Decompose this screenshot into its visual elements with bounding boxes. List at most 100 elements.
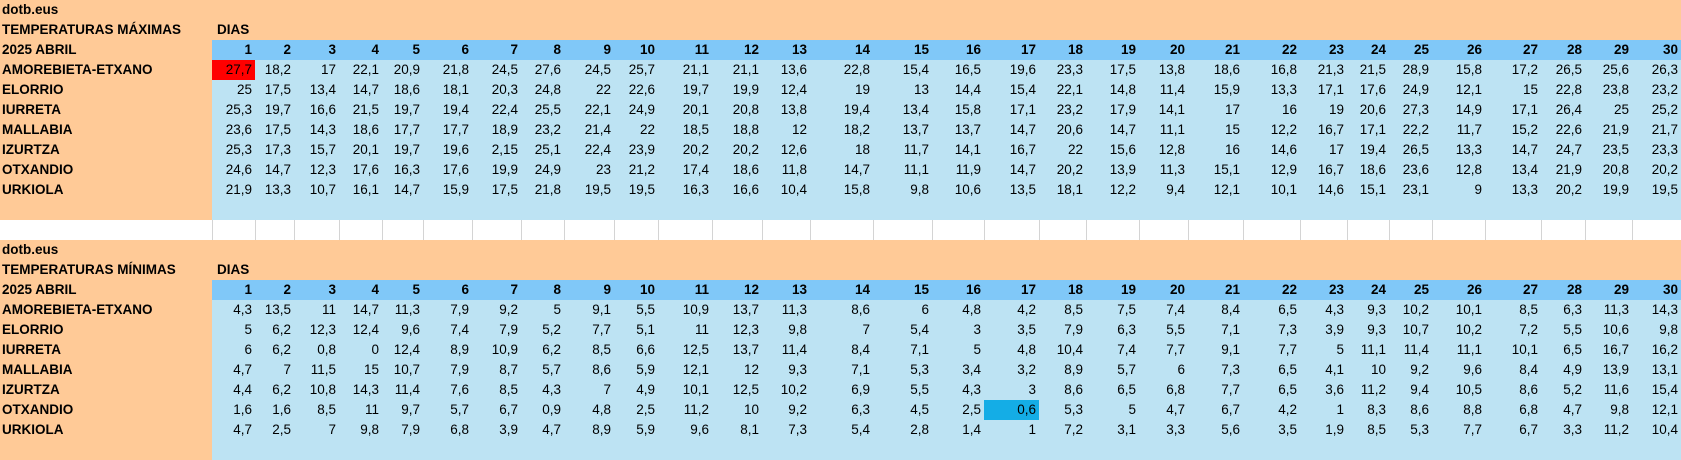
temperature-cell: 6,3 [1117, 322, 1136, 337]
temperature-cell: 10,7 [1402, 322, 1429, 337]
temperature-cell: 14,7 [352, 82, 379, 97]
temperature-cell: 9,6 [401, 322, 420, 337]
grid-line [984, 220, 985, 240]
temperature-cell: 27,6 [534, 62, 561, 77]
temperature-cell: 9,6 [1463, 362, 1482, 377]
temperature-cell: 12,3 [309, 322, 336, 337]
temperature-cell: 22,1 [352, 62, 379, 77]
table-title: TEMPERATURAS MÍNIMAS [2, 262, 176, 277]
temperature-cell: 1,6 [233, 402, 252, 417]
temperature-cell: 11,5 [310, 362, 336, 377]
grid-line [564, 220, 565, 240]
temperature-cell: 10,1 [1511, 342, 1538, 357]
day-header: 5 [412, 42, 420, 57]
temperature-cell: 20,2 [1555, 182, 1582, 197]
temperature-cell: 13,4 [309, 82, 336, 97]
grid-line [1389, 220, 1390, 240]
day-header: 6 [461, 42, 469, 57]
temperature-cell: 2,5 [272, 422, 291, 437]
day-header: 7 [510, 42, 518, 57]
grid-line [932, 220, 933, 240]
temperature-cell: 22,4 [584, 142, 611, 157]
temperature-cell: 10,7 [309, 182, 336, 197]
station-name: OTXANDIO [2, 402, 74, 417]
day-header: 15 [913, 282, 929, 297]
temperature-cell: 19,5 [584, 182, 611, 197]
temperature-cell: 10,4 [1056, 342, 1083, 357]
day-header: 4 [371, 42, 379, 57]
temperature-cell: 13,5 [264, 302, 291, 317]
day-header: 24 [1370, 42, 1386, 57]
day-header: 14 [854, 282, 870, 297]
temperature-cell: 16,7 [1317, 162, 1344, 177]
temperature-cell: 4,9 [636, 382, 655, 397]
temperature-cell: 3,6 [1325, 382, 1344, 397]
temperature-cell: 12,1 [1455, 82, 1482, 97]
temperature-cell: 12,4 [780, 82, 807, 97]
temperature-cell: 18,6 [1213, 62, 1240, 77]
temperature-cell: 4,7 [233, 422, 252, 437]
temperature-cell: 22 [639, 122, 655, 137]
temperature-cell: 19,4 [442, 102, 469, 117]
temperature-cell: 22,6 [1555, 122, 1582, 137]
temperature-cell: 7,3 [788, 422, 807, 437]
day-header: 10 [639, 282, 655, 297]
temperature-cell: 17,4 [682, 162, 709, 177]
temperature-cell: 4,7 [542, 422, 561, 437]
temperature-cell: 1,6 [272, 402, 291, 417]
temperature-cell: 18 [854, 142, 870, 157]
temperature-cell: 11,7 [903, 142, 929, 157]
temperature-cell: 16,6 [309, 102, 336, 117]
temperature-cell: 11,4 [394, 382, 420, 397]
temperature-cell: 13,8 [1158, 62, 1185, 77]
temperature-cell: 28,9 [1402, 62, 1429, 77]
temperature-cell: 22,4 [491, 102, 518, 117]
temperature-cell: 15,6 [1109, 142, 1136, 157]
temperature-cell: 5,1 [636, 322, 655, 337]
temperature-cell: 10,9 [682, 302, 709, 317]
station-name: AMOREBIETA-ETXANO [2, 62, 153, 77]
days-label: DIAS [217, 22, 250, 37]
grid-line [294, 220, 295, 240]
temperature-cell: 4,1 [1325, 362, 1344, 377]
station-name: AMOREBIETA-ETXANO [2, 302, 153, 317]
temperature-cell: 17,1 [1009, 102, 1036, 117]
temperature-cell: 26,5 [1402, 142, 1429, 157]
temperature-cell: 5,4 [851, 422, 870, 437]
temperature-cell: 4,3 [1325, 302, 1344, 317]
temperature-cell: 25,3 [225, 142, 252, 157]
temperature-cell: 1,9 [1325, 422, 1344, 437]
station-name: MALLABIA [2, 362, 73, 377]
temperature-cell: 5,5 [910, 382, 929, 397]
table-block: dotb.eus TEMPERATURAS MÁXIMAS DIAS 2025 ABR… [0, 0, 1681, 220]
day-header: 13 [791, 282, 807, 297]
temperature-cell: 13,4 [1511, 162, 1538, 177]
temperature-cell: 2,5 [962, 402, 981, 417]
temperature-cell: 20,3 [491, 82, 518, 97]
temperature-cell: 19,7 [682, 82, 709, 97]
temperature-cell: 23,3 [1651, 142, 1678, 157]
temperature-cell: 16,2 [1651, 342, 1678, 357]
temperature-cell: 21,9 [225, 182, 252, 197]
temperature-cell: 16,6 [732, 182, 759, 197]
day-header: 15 [913, 42, 929, 57]
temperature-cell: 15,9 [1213, 82, 1240, 97]
temperature-cell: 10,1 [1270, 182, 1297, 197]
temperature-cell: 6,5 [1278, 362, 1297, 377]
temperature-cell: 20,6 [1056, 122, 1083, 137]
temperature-cell: 15,1 [1213, 162, 1240, 177]
table-block: dotb.eus TEMPERATURAS MÍNIMAS DIAS 2025 ABR… [0, 240, 1681, 460]
grid-line [423, 220, 424, 240]
temperature-cell: 7,9 [499, 322, 518, 337]
temperature-cell: 8,4 [851, 342, 870, 357]
temperature-cell: 7,7 [592, 322, 611, 337]
temperature-cell: 17 [1328, 142, 1344, 157]
temperature-cell: 21,4 [584, 122, 611, 137]
temperature-cell: 20,8 [1602, 162, 1629, 177]
temperature-cell: 3 [973, 322, 981, 337]
temperature-cell: 15,7 [309, 142, 336, 157]
temperature-cell: 22,6 [628, 82, 655, 97]
temperature-cell: 12,1 [1651, 402, 1678, 417]
temperature-cell: 7,9 [450, 362, 469, 377]
